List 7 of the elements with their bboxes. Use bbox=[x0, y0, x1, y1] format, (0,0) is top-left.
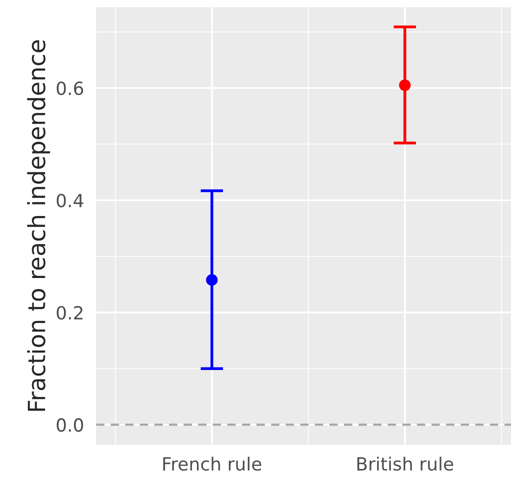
x-tick-label: British rule bbox=[357, 456, 454, 471]
y-tick-label: 0.2 bbox=[56, 306, 82, 320]
y-axis-title: Fraction to reach independence bbox=[27, 40, 50, 411]
x-tick-label: French rule bbox=[163, 456, 262, 471]
y-tick-label: 0.0 bbox=[56, 418, 84, 432]
y-tick-label: 0.4 bbox=[56, 194, 84, 208]
y-tick-label: 0.6 bbox=[56, 81, 84, 96]
